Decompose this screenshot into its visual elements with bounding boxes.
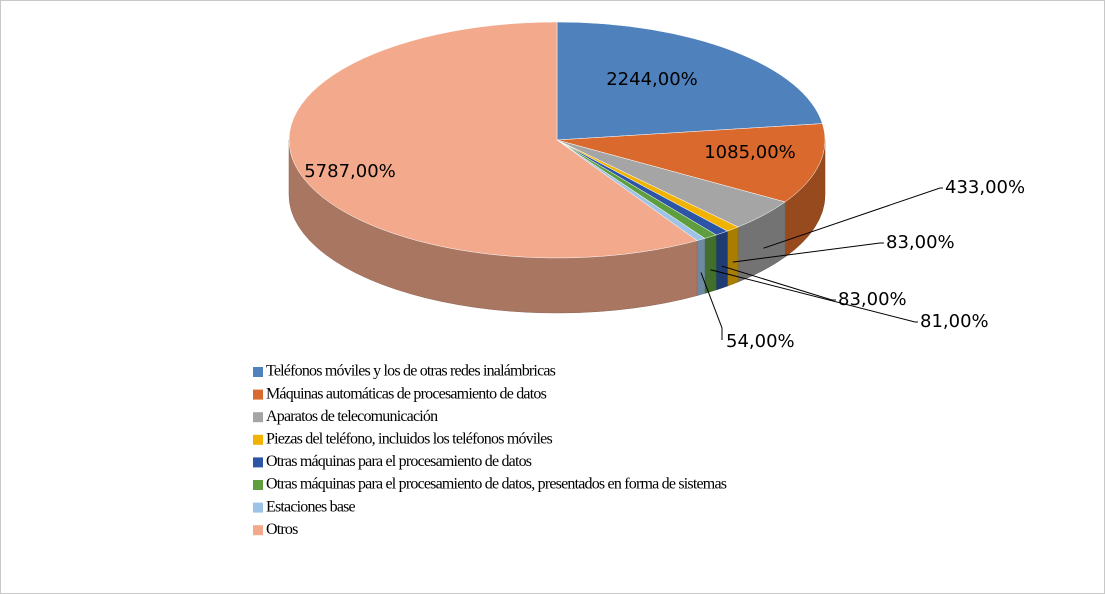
legend-swatch (253, 389, 263, 400)
legend-swatch (253, 367, 263, 377)
data-label: 433,00% (945, 177, 1025, 198)
data-label: 5787,00% (304, 161, 396, 182)
legend-label: Otros (266, 521, 298, 538)
pie-side (696, 238, 706, 296)
data-label: 54,00% (726, 331, 795, 352)
legend-swatch (253, 525, 263, 536)
legend-label: Estaciones base (266, 498, 356, 515)
legend-swatch (253, 502, 263, 513)
legend-label: Piezas del teléfono, incluidos los teléf… (266, 430, 552, 447)
data-label: 81,00% (920, 311, 989, 332)
legend-label: Teléfonos móviles y los de otras redes i… (266, 363, 556, 380)
leader-line (721, 265, 836, 301)
data-label: 83,00% (838, 289, 907, 310)
leader-line (710, 269, 918, 323)
legend-swatch (253, 434, 263, 445)
data-label: 2244,00% (606, 69, 698, 90)
legend-label: Máquinas automáticas de procesamiento de… (266, 385, 547, 402)
pie-slice (288, 21, 698, 259)
leader-line (700, 272, 723, 340)
pie-side (715, 230, 728, 291)
data-label: 1085,00% (704, 142, 796, 163)
pie-side (727, 226, 739, 287)
legend-label: Otras máquinas para el procesamiento de … (266, 453, 532, 470)
legend-swatch (253, 412, 263, 423)
pie-side (704, 234, 717, 294)
data-label: 83,00% (886, 232, 955, 253)
legend-label: Otras máquinas para el procesamiento de … (266, 476, 727, 493)
leader-line (763, 187, 943, 249)
legend-swatch (253, 457, 263, 468)
pie-slice (556, 21, 823, 141)
legend-label: Aparatos de telecomunicación (266, 408, 438, 425)
legend-swatch (253, 480, 263, 490)
pie-slice (556, 123, 826, 203)
leader-line (732, 242, 884, 263)
